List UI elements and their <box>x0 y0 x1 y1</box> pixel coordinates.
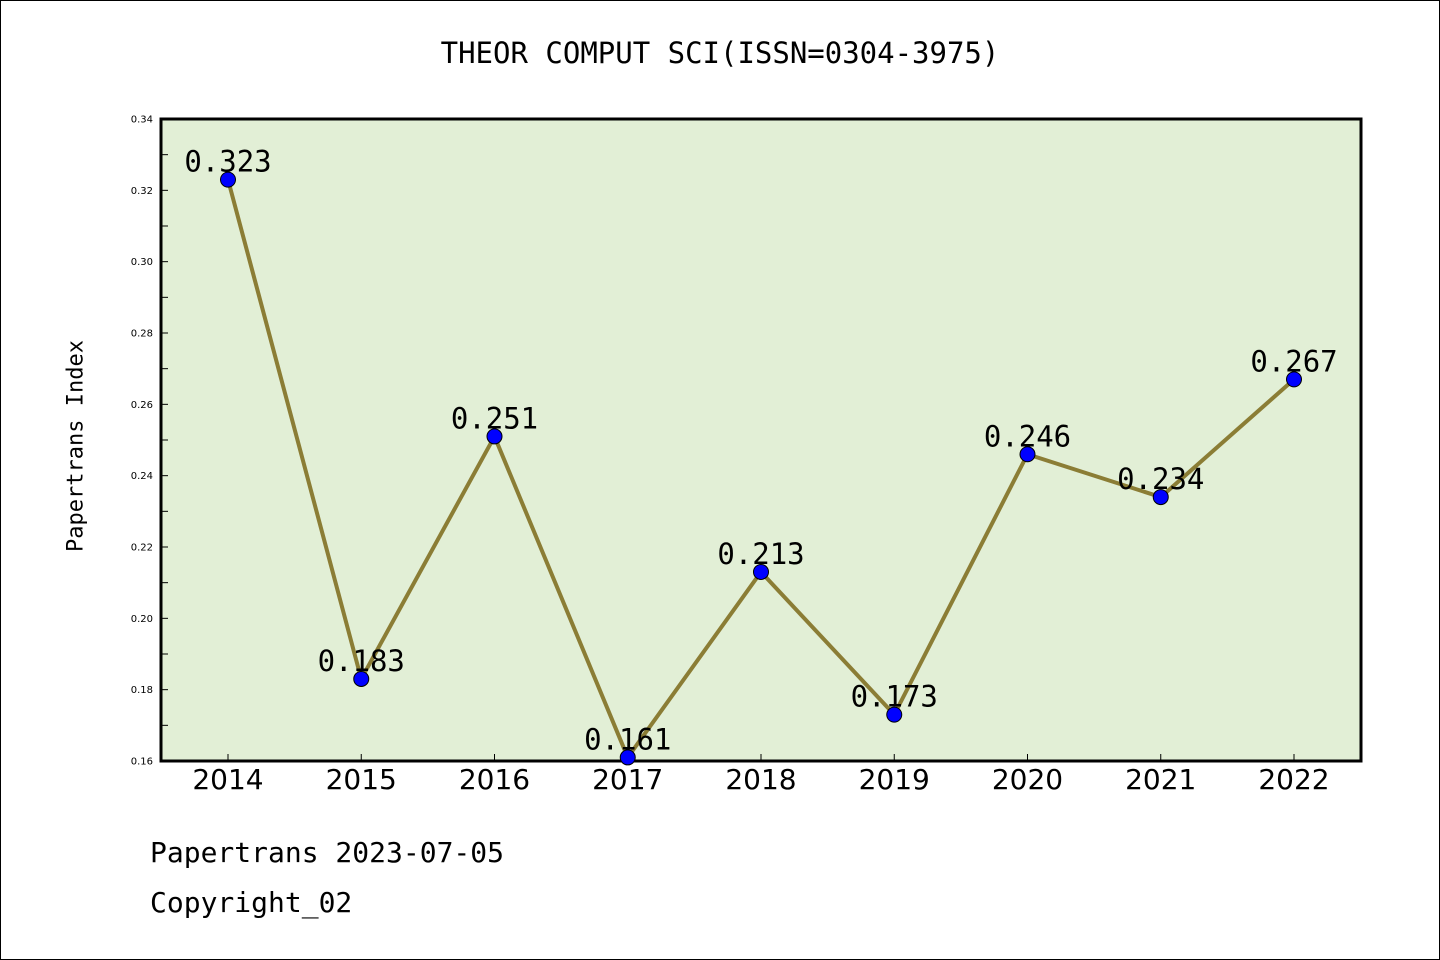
x-tick-label: 2017 <box>592 763 663 796</box>
footer-date: Papertrans 2023-07-05 <box>150 836 505 869</box>
x-tick-label: 2018 <box>725 763 796 796</box>
x-tick-label: 2019 <box>859 763 930 796</box>
x-tick-label: 2020 <box>992 763 1063 796</box>
data-point <box>619 749 636 766</box>
x-tick-label: 2016 <box>459 763 530 796</box>
y-tick-label: 0.28 <box>131 329 153 340</box>
y-tick-label: 0.32 <box>131 186 153 197</box>
x-tick-label: 2022 <box>1258 763 1329 796</box>
y-tick-label: 0.18 <box>131 685 153 696</box>
y-tick-label: 0.34 <box>131 115 153 126</box>
data-label: 0.213 <box>717 537 804 571</box>
y-tick-label: 0.26 <box>131 400 153 411</box>
data-point <box>1286 371 1302 388</box>
plot-area <box>159 117 1363 763</box>
footer-copyright: Copyright_02 <box>150 886 353 919</box>
x-tick-label: 2014 <box>192 763 263 796</box>
data-label: 0.183 <box>318 644 405 678</box>
data-point <box>486 428 503 445</box>
x-tick-label: 2021 <box>1125 763 1196 796</box>
y-tick-label: 0.30 <box>131 257 153 268</box>
data-point <box>353 670 370 687</box>
data-label: 0.267 <box>1250 344 1337 378</box>
data-point <box>220 171 236 188</box>
data-label: 0.246 <box>984 419 1071 453</box>
y-tick-label: 0.16 <box>131 757 153 768</box>
data-point <box>1152 489 1169 506</box>
y-tick-label: 0.24 <box>131 471 153 482</box>
y-tick-label: 0.22 <box>131 543 153 554</box>
data-label: 0.173 <box>851 680 938 714</box>
data-point <box>886 706 903 723</box>
data-point <box>1019 446 1036 463</box>
data-point <box>753 563 769 580</box>
data-label: 0.323 <box>184 145 271 179</box>
chart-title: THEOR COMPUT SCI(ISSN=0304-3975) <box>440 36 1000 70</box>
y-tick-label: 0.20 <box>131 614 153 625</box>
x-tick-label: 2015 <box>326 763 397 796</box>
data-label: 0.251 <box>451 401 538 435</box>
data-label: 0.161 <box>584 722 671 756</box>
data-label: 0.234 <box>1117 462 1204 496</box>
